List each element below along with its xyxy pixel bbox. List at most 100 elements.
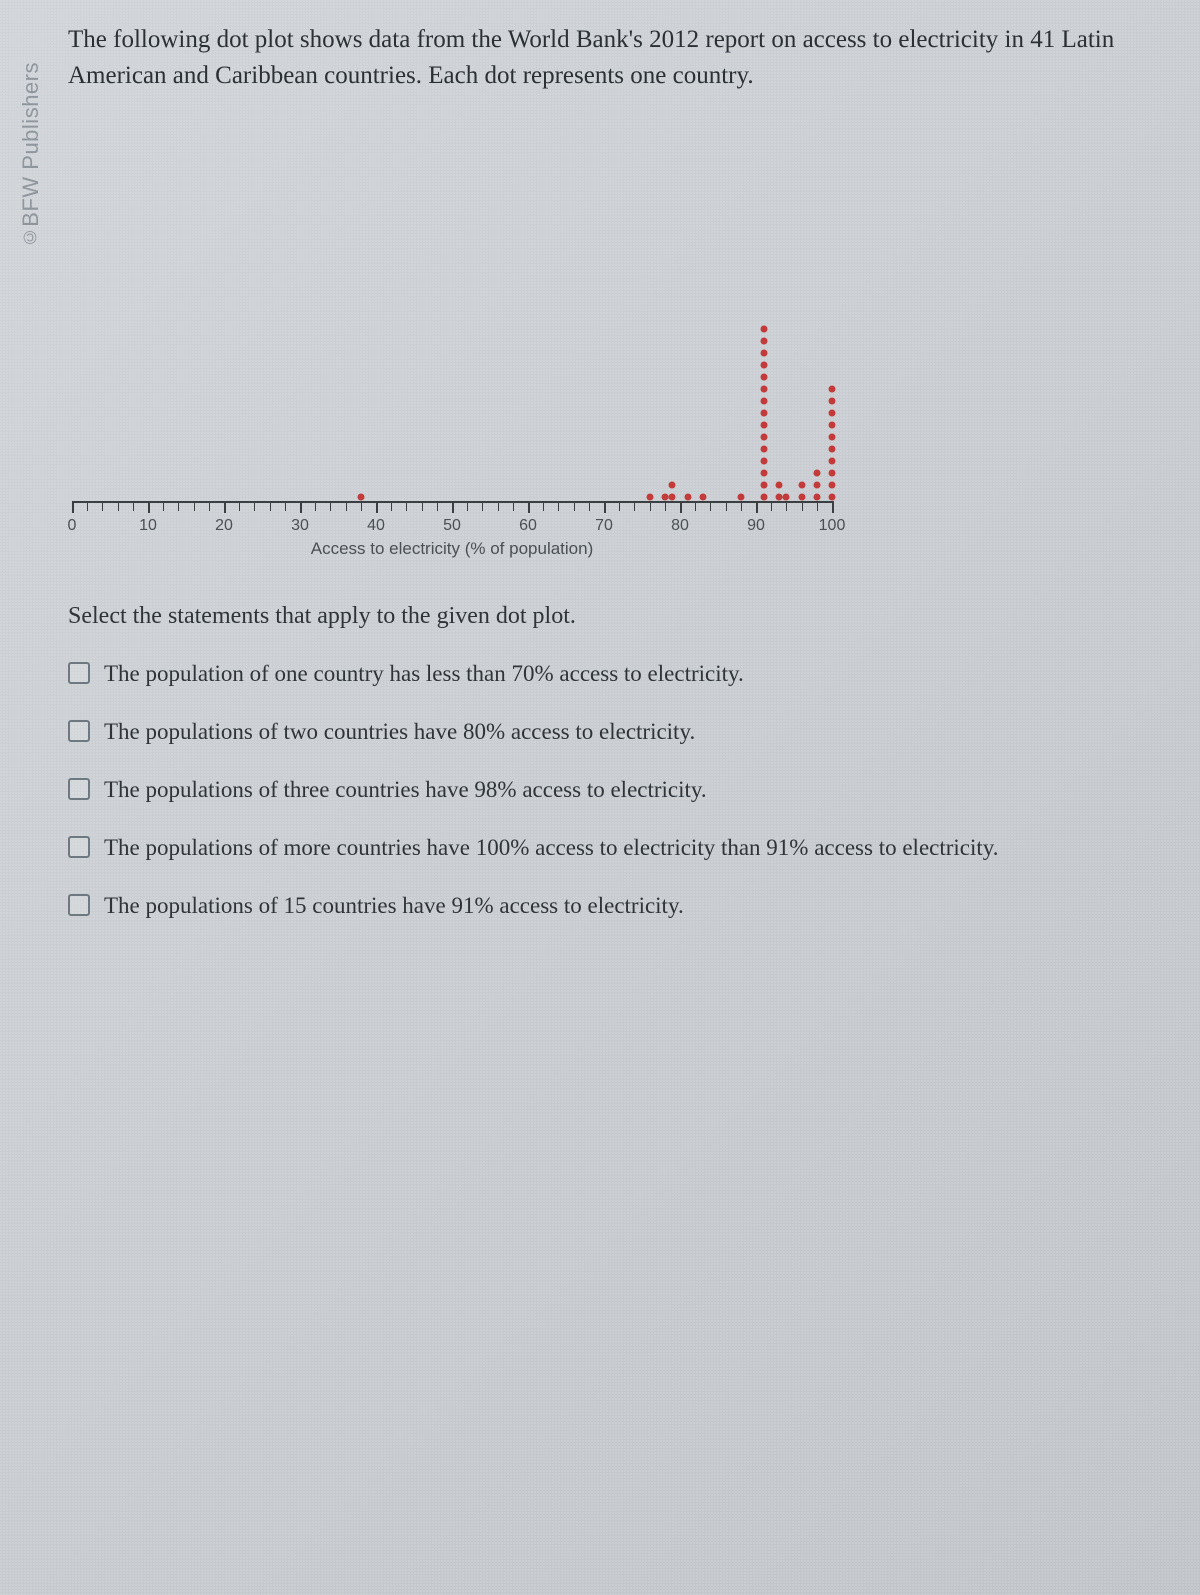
option-text: The population of one country has less t… xyxy=(104,658,744,690)
data-dot xyxy=(669,481,676,488)
major-tick xyxy=(756,501,758,513)
minor-tick xyxy=(254,501,255,511)
data-dot xyxy=(357,493,364,500)
minor-tick xyxy=(817,501,818,511)
data-dot xyxy=(760,409,767,416)
data-dot xyxy=(760,433,767,440)
major-tick xyxy=(528,501,530,513)
data-dot xyxy=(813,493,820,500)
data-dot xyxy=(829,469,836,476)
minor-tick xyxy=(178,501,179,511)
minor-tick xyxy=(695,501,696,511)
answer-option[interactable]: The populations of three countries have … xyxy=(68,774,1160,806)
data-dot xyxy=(760,373,767,380)
minor-tick xyxy=(741,501,742,511)
minor-tick xyxy=(346,501,347,511)
tick-label: 80 xyxy=(671,517,689,535)
minor-tick xyxy=(558,501,559,511)
data-dot xyxy=(783,493,790,500)
tick-label: 0 xyxy=(68,517,77,535)
tick-label: 30 xyxy=(291,517,309,535)
minor-tick xyxy=(285,501,286,511)
major-tick xyxy=(452,501,454,513)
minor-tick xyxy=(315,501,316,511)
minor-tick xyxy=(330,501,331,511)
option-text: The populations of three countries have … xyxy=(104,774,707,806)
minor-tick xyxy=(406,501,407,511)
minor-tick xyxy=(467,501,468,511)
data-dot xyxy=(829,385,836,392)
major-tick xyxy=(376,501,378,513)
intro-text: The following dot plot shows data from t… xyxy=(68,22,1160,95)
answer-option[interactable]: The populations of two countries have 80… xyxy=(68,716,1160,748)
dotplot-container: 0102030405060708090100 Access to electri… xyxy=(72,245,832,559)
answer-option[interactable]: The population of one country has less t… xyxy=(68,658,1160,690)
data-dot xyxy=(760,361,767,368)
minor-tick xyxy=(87,501,88,511)
data-dot xyxy=(775,493,782,500)
checkbox[interactable] xyxy=(68,720,90,742)
tick-label: 60 xyxy=(519,517,537,535)
minor-tick xyxy=(786,501,787,511)
minor-tick xyxy=(498,501,499,511)
checkbox[interactable] xyxy=(68,894,90,916)
tick-label: 90 xyxy=(747,517,765,535)
answer-option[interactable]: The populations of 15 countries have 91%… xyxy=(68,890,1160,922)
minor-tick xyxy=(710,501,711,511)
answer-option[interactable]: The populations of more countries have 1… xyxy=(68,832,1160,864)
data-dot xyxy=(669,493,676,500)
watermark-text: BFW Publishers xyxy=(18,62,43,227)
major-tick xyxy=(148,501,150,513)
minor-tick xyxy=(133,501,134,511)
main-content: The following dot plot shows data from t… xyxy=(68,22,1160,948)
data-dot xyxy=(661,493,668,500)
checkbox[interactable] xyxy=(68,662,90,684)
tick-label: 20 xyxy=(215,517,233,535)
data-dot xyxy=(760,325,767,332)
data-dot xyxy=(813,469,820,476)
major-tick xyxy=(224,501,226,513)
minor-tick xyxy=(665,501,666,511)
data-dot xyxy=(798,493,805,500)
minor-tick xyxy=(102,501,103,511)
minor-tick xyxy=(802,501,803,511)
data-dot xyxy=(829,457,836,464)
major-tick xyxy=(832,501,834,513)
checkbox[interactable] xyxy=(68,836,90,858)
tick-label: 10 xyxy=(139,517,157,535)
data-dot xyxy=(760,481,767,488)
minor-tick xyxy=(589,501,590,511)
data-dot xyxy=(829,481,836,488)
data-dot xyxy=(737,493,744,500)
data-dot xyxy=(760,349,767,356)
minor-tick xyxy=(270,501,271,511)
option-text: The populations of more countries have 1… xyxy=(104,832,999,864)
data-dot xyxy=(760,421,767,428)
minor-tick xyxy=(543,501,544,511)
minor-tick xyxy=(194,501,195,511)
major-tick xyxy=(72,501,74,513)
minor-tick xyxy=(650,501,651,511)
data-dot xyxy=(829,409,836,416)
minor-tick xyxy=(634,501,635,511)
data-dot xyxy=(760,493,767,500)
data-dot xyxy=(798,481,805,488)
option-text: The populations of 15 countries have 91%… xyxy=(104,890,684,922)
data-dot xyxy=(829,493,836,500)
major-tick xyxy=(680,501,682,513)
data-dot xyxy=(829,433,836,440)
data-dot xyxy=(829,397,836,404)
option-text: The populations of two countries have 80… xyxy=(104,716,695,748)
data-dot xyxy=(829,421,836,428)
data-dot xyxy=(760,337,767,344)
minor-tick xyxy=(726,501,727,511)
minor-tick xyxy=(361,501,362,511)
minor-tick xyxy=(574,501,575,511)
question-prompt: Select the statements that apply to the … xyxy=(68,603,1160,630)
minor-tick xyxy=(209,501,210,511)
minor-tick xyxy=(619,501,620,511)
data-dot xyxy=(760,445,767,452)
minor-tick xyxy=(239,501,240,511)
data-dot xyxy=(760,385,767,392)
checkbox[interactable] xyxy=(68,778,90,800)
